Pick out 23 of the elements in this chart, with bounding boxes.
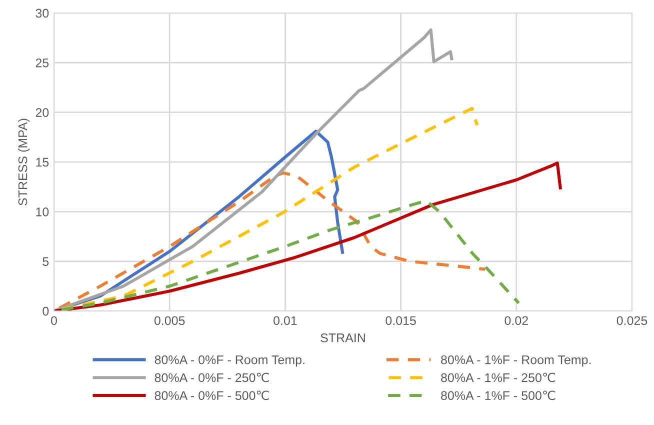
y-tick-label: 10 [36, 207, 49, 216]
y-tick-label: 5 [42, 257, 49, 266]
line-series [54, 161, 562, 311]
x-tick-label: 0.025 [616, 316, 648, 326]
y-tick-label: 15 [36, 158, 49, 167]
x-tick-label: 0.015 [386, 316, 416, 326]
legend-label: 80%A - 1%F - 250℃ [441, 372, 556, 382]
y-tick-label: 25 [36, 58, 49, 68]
legend-label: 80%A - 0%F - 500℃ [154, 390, 269, 400]
y-tick-label: 30 [36, 8, 49, 18]
y-tick-label: 20 [36, 108, 49, 117]
legend-label: 80%A - 1%F - 500℃ [441, 390, 556, 400]
x-tick-label: 0 [51, 316, 57, 326]
y-tick-label: 0 [42, 306, 49, 316]
x-tick-label: 0.02 [504, 316, 528, 326]
x-tick-label: 0.005 [154, 316, 185, 326]
legend-label: 80%A - 0%F - 250℃ [154, 372, 269, 382]
legend-label: 80%A - 0%F - Room Temp. [154, 355, 304, 367]
y-axis-title: STRESS (MPA) [18, 118, 30, 206]
x-axis-title: STRAIN [320, 333, 365, 342]
x-tick-label: 0.01 [274, 316, 297, 326]
line-series [54, 28, 454, 311]
legend-label: 80%A - 1%F - Room Temp. [441, 355, 591, 367]
